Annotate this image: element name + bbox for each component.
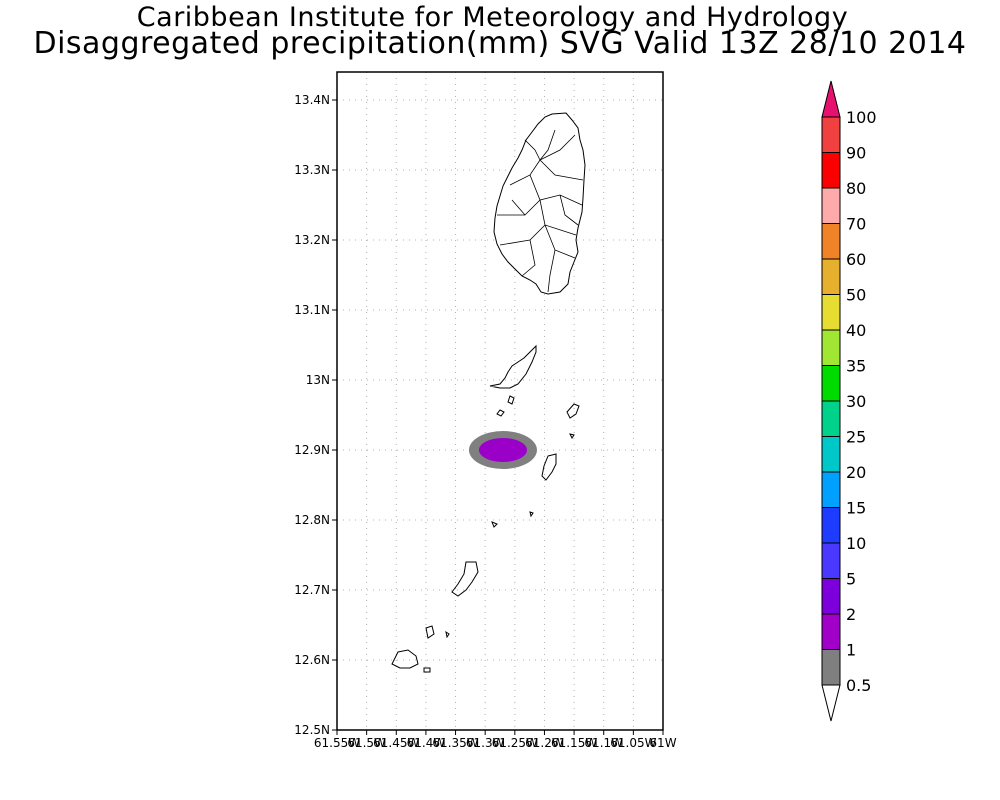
colorbar-label: 35 (846, 357, 866, 376)
map-frame (336, 71, 664, 731)
island-small-1 (507, 395, 515, 405)
lat-tick-label: 13.4N (294, 93, 330, 107)
lon-tick-label: 61.5W (347, 736, 386, 750)
island-small-3 (569, 433, 575, 439)
colorbar-swatch (821, 258, 841, 295)
colorbar-bottom-arrow (821, 684, 841, 722)
colorbar-swatch (821, 223, 841, 260)
lon-tick-label: 61W (649, 736, 676, 750)
map-axes: 13.4N 13.3N 13.2N 13.1N 13N 12.9N 12.8N 12.7N 12… (294, 93, 676, 750)
island-mustique (566, 403, 580, 419)
lat-tick-label: 12.5N (294, 723, 330, 737)
lat-tick-label: 13.2N (294, 233, 330, 247)
colorbar-label: 100 (846, 108, 877, 127)
lon-tick-label: 61.2W (525, 736, 564, 750)
precip-cell-inner (478, 438, 527, 462)
map-grid (336, 72, 664, 731)
lat-tick-label: 13N (306, 373, 330, 387)
island-bequia (489, 344, 537, 389)
colorbar-swatch (821, 152, 841, 189)
colorbar-label: 25 (846, 428, 866, 447)
island-small-4 (491, 521, 498, 528)
lat-tick-label: 12.6N (294, 653, 330, 667)
lon-tick-label: 61.1W (584, 736, 623, 750)
colorbar-swatch (821, 329, 841, 366)
lat-tick-label: 12.9N (294, 443, 330, 457)
colorbar-swatch (821, 542, 841, 579)
island-small-6 (425, 625, 435, 639)
colorbar-swatch (821, 649, 841, 686)
colorbar-swatch (821, 613, 841, 650)
lat-tick-label: 13.1N (294, 303, 330, 317)
lon-tick-label: 61.25W (492, 736, 538, 750)
island-st-vincent-watersheds (497, 129, 584, 293)
colorbar-label: 2 (846, 605, 856, 624)
colorbar-label: 90 (846, 144, 866, 163)
lon-tick-label: 61.15W (551, 736, 597, 750)
colorbar-label: 0.5 (846, 676, 871, 695)
colorbar-swatch (821, 436, 841, 473)
colorbar-swatch (821, 507, 841, 544)
institute-title: Caribbean Institute for Meteorology and … (136, 2, 849, 33)
colorbar-label: 1 (846, 641, 856, 660)
island-st-vincent (493, 112, 586, 295)
colorbar-label: 80 (846, 179, 866, 198)
colorbar-swatch (821, 294, 841, 331)
island-carriacou (391, 649, 419, 669)
colorbar-swatch (821, 187, 841, 224)
colorbar-top-arrow (821, 80, 841, 118)
island-small-7 (445, 630, 450, 639)
colorbar-label: 30 (846, 392, 866, 411)
lon-tick-label: 61.55W (314, 736, 360, 750)
product-title: Disaggregated precipitation(mm) SVG Vali… (33, 26, 967, 61)
colorbar-label: 60 (846, 250, 866, 269)
colorbar-label: 40 (846, 321, 866, 340)
island-canouan (541, 453, 557, 481)
colorbar-label: 70 (846, 215, 866, 234)
lon-tick-label: 61.3W (466, 736, 505, 750)
colorbar-label: 50 (846, 286, 866, 305)
lon-tick-label: 61.45W (373, 736, 419, 750)
lat-tick-label: 12.8N (294, 513, 330, 527)
island-union (451, 561, 479, 597)
coastlines (391, 112, 586, 673)
colorbar-swatch (821, 365, 841, 402)
lon-tick-label: 61.4W (407, 736, 446, 750)
colorbar-label: 20 (846, 463, 866, 482)
colorbar-swatch (821, 578, 841, 615)
lat-tick-label: 12.7N (294, 583, 330, 597)
colorbar-label: 5 (846, 570, 856, 589)
colorbar-label: 15 (846, 499, 866, 518)
colorbar-swatch (821, 400, 841, 437)
lon-tick-label: 61.35W (432, 736, 478, 750)
island-small-8 (423, 667, 431, 673)
colorbar-swatch (821, 116, 841, 153)
lat-tick-label: 13.3N (294, 163, 330, 177)
island-small-5 (529, 511, 534, 518)
colorbar-label: 10 (846, 534, 866, 553)
precipitation-overlay (468, 431, 537, 469)
colorbar-swatch (821, 471, 841, 508)
island-small-2 (496, 409, 505, 417)
lon-tick-label: 61.05W (610, 736, 656, 750)
